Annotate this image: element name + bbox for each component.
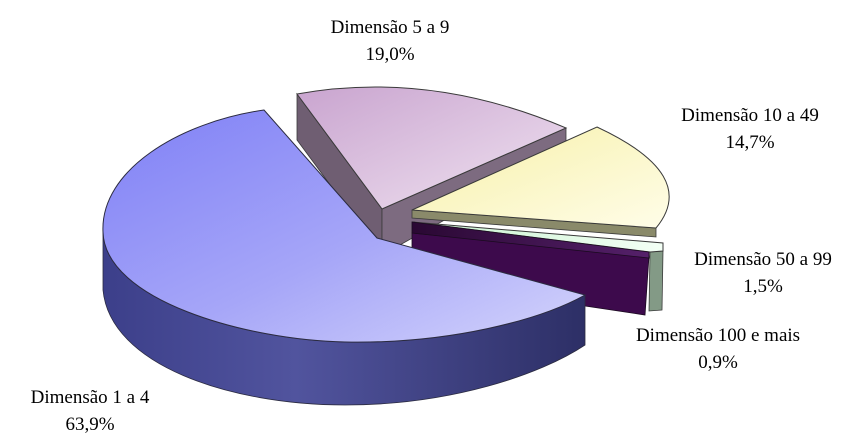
label-dimensao-1-a-4: Dimensão 1 a 4 63,9%: [2, 384, 178, 438]
slice-dimensao-5-a-9-top: [296, 86, 568, 210]
label-dimensao-1-a-4-name: Dimensão 1 a 4: [30, 387, 150, 408]
label-dimensao-1-a-4-value: 63,9%: [65, 414, 115, 435]
label-dimensao-10-a-49: Dimensão 10 a 49 14,7%: [650, 102, 850, 156]
slice-dimensao-10-a-49-top: [411, 126, 670, 229]
label-dimensao-5-a-9-value: 19,0%: [365, 44, 415, 65]
label-dimensao-5-a-9-name: Dimensão 5 a 9: [330, 17, 450, 38]
label-dimensao-100-e-mais-name: Dimensão 100 e mais: [635, 325, 801, 346]
slice-dimensao-50-a-99-side: [648, 250, 664, 312]
label-dimensao-5-a-9: Dimensão 5 a 9 19,0%: [295, 14, 485, 68]
label-dimensao-50-a-99-name: Dimensão 50 a 99: [694, 249, 832, 270]
slice-dimensao-50-a-99: [411, 221, 664, 312]
slice-dimensao-10-a-49: [411, 126, 670, 238]
label-dimensao-50-a-99: Dimensão 50 a 99 1,5%: [670, 246, 856, 300]
label-dimensao-10-a-49-name: Dimensão 10 a 49: [681, 105, 819, 126]
slice-dimensao-100-e-mais-top: [411, 221, 650, 259]
label-dimensao-100-e-mais-value: 0,9%: [698, 352, 738, 373]
slice-dimensao-1-a-4-top: [102, 109, 587, 343]
slice-dimensao-1-a-4: [102, 109, 587, 406]
label-dimensao-50-a-99-value: 1,5%: [743, 276, 783, 297]
label-dimensao-100-e-mais: Dimensão 100 e mais 0,9%: [600, 322, 836, 376]
label-dimensao-10-a-49-value: 14,7%: [725, 132, 775, 153]
